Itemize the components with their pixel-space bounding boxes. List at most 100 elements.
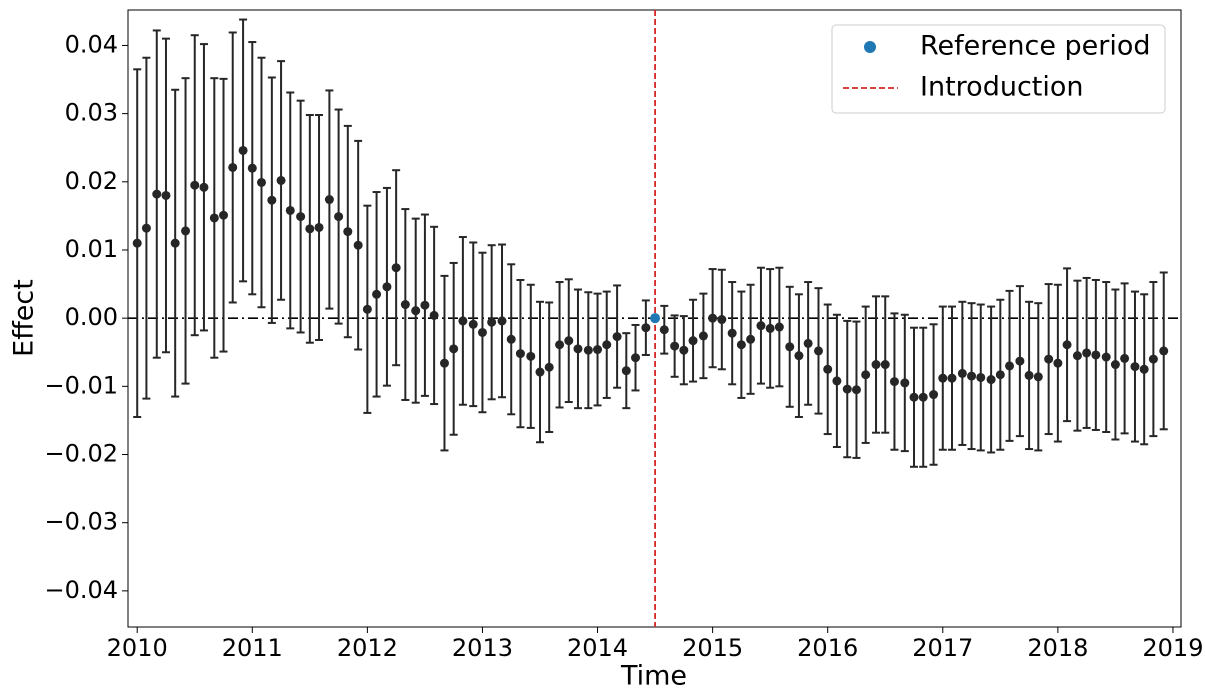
point [141, 223, 151, 233]
point [564, 336, 574, 346]
point [152, 189, 162, 199]
point [238, 145, 248, 155]
point [1033, 372, 1043, 382]
x-tick-label: 2015 [682, 634, 743, 662]
point [506, 334, 516, 344]
point [468, 319, 478, 329]
point [909, 392, 919, 402]
point [1024, 370, 1034, 380]
point [314, 222, 324, 232]
point [832, 376, 842, 386]
y-axis-label: Effect [9, 279, 40, 357]
x-tick-label: 2014 [567, 634, 628, 662]
point [986, 375, 996, 385]
point [880, 360, 890, 370]
point [947, 373, 957, 383]
point [199, 182, 209, 192]
x-tick-label: 2013 [452, 634, 513, 662]
legend-box [831, 24, 1166, 114]
point [1005, 361, 1015, 371]
x-axis-label: Time [620, 661, 687, 690]
y-tick-label: 0.01 [65, 235, 118, 263]
point [593, 345, 603, 355]
point [267, 195, 277, 205]
point [967, 371, 977, 381]
point [411, 306, 421, 316]
point [334, 212, 344, 222]
point [1130, 362, 1140, 372]
point [296, 212, 306, 222]
point [1110, 360, 1120, 370]
point [1053, 358, 1063, 368]
y-tick-label: 0.04 [65, 30, 118, 58]
point [324, 195, 334, 205]
point [362, 304, 372, 314]
point [526, 351, 536, 361]
point [161, 190, 171, 200]
point [382, 282, 392, 292]
point [1072, 351, 1082, 361]
point [449, 344, 459, 354]
point [209, 213, 219, 223]
point [400, 300, 410, 310]
point [918, 392, 928, 402]
point [228, 162, 238, 172]
point [544, 362, 554, 372]
legend-marker [864, 41, 876, 53]
point [1091, 350, 1101, 360]
x-tick-label: 2018 [1027, 634, 1088, 662]
point [688, 336, 698, 346]
point [679, 345, 689, 355]
point [708, 313, 718, 323]
x-tick-label: 2012 [337, 634, 398, 662]
y-tick-label: 0.00 [65, 303, 118, 331]
point [1120, 353, 1130, 363]
point [181, 226, 191, 236]
point [458, 316, 468, 326]
point [823, 364, 833, 374]
point [497, 316, 507, 326]
point [641, 323, 651, 333]
point [929, 390, 939, 400]
point [429, 310, 439, 320]
point [938, 373, 948, 383]
point [746, 334, 756, 344]
point [698, 331, 708, 341]
legend-label: Reference period [920, 31, 1151, 62]
point [1044, 354, 1054, 364]
y-tick-label: −0.01 [44, 371, 118, 399]
point [583, 345, 593, 355]
point [813, 346, 823, 356]
point [1159, 346, 1169, 356]
point [372, 289, 382, 299]
point [219, 210, 229, 220]
point [343, 227, 353, 237]
point [132, 238, 142, 248]
point [391, 263, 401, 273]
point [621, 366, 631, 376]
point [535, 367, 545, 377]
point [477, 327, 487, 337]
point [889, 377, 899, 387]
x-tick-label: 2017 [912, 634, 973, 662]
point [659, 325, 669, 335]
point [439, 358, 449, 368]
point [842, 384, 852, 394]
point [1082, 348, 1092, 358]
x-tick-label: 2016 [797, 634, 858, 662]
point [774, 322, 784, 332]
point [602, 340, 612, 350]
point [670, 341, 680, 351]
point [420, 300, 430, 310]
point [861, 370, 871, 380]
y-tick-label: 0.03 [65, 99, 118, 127]
reference-point [650, 313, 661, 324]
point [612, 332, 622, 342]
point [487, 317, 497, 327]
legend-label: Introduction [920, 72, 1084, 103]
x-tick-label: 2010 [107, 634, 168, 662]
point [995, 370, 1005, 380]
point [276, 175, 286, 185]
point [1148, 354, 1158, 364]
